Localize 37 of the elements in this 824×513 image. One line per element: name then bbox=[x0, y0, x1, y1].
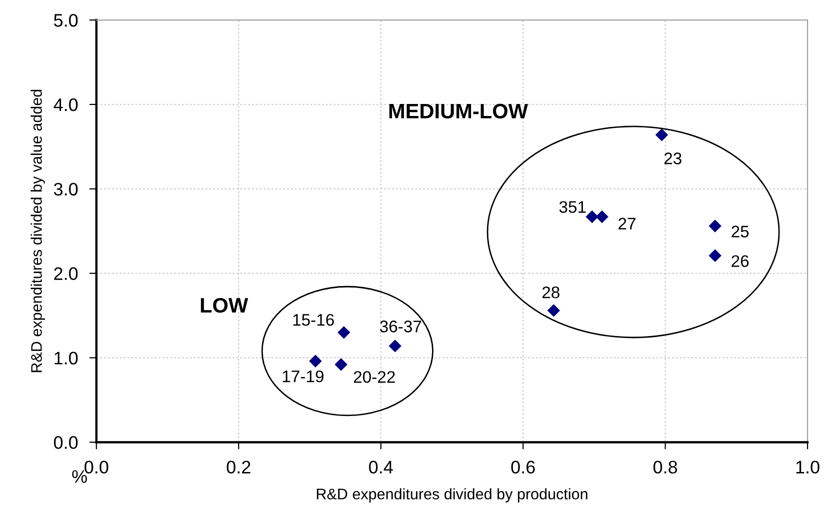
annotation: 351 bbox=[559, 201, 586, 213]
x-tick-label: 0.8 bbox=[653, 460, 678, 474]
y-tick-label: 5.0 bbox=[54, 14, 78, 27]
point bbox=[586, 210, 598, 224]
point bbox=[388, 340, 402, 352]
annotation: 15-16 bbox=[293, 314, 334, 326]
annotation: 20-22 bbox=[354, 371, 395, 383]
y-tick-label: 2.0 bbox=[54, 267, 78, 280]
y-tick-label: 4.0 bbox=[54, 98, 78, 112]
point bbox=[309, 354, 322, 368]
point bbox=[596, 210, 608, 224]
annotation: 25 bbox=[732, 226, 749, 238]
annotation: LOW bbox=[200, 298, 248, 313]
annotation: 26 bbox=[732, 255, 749, 268]
annotation: 27 bbox=[618, 218, 636, 230]
point bbox=[338, 326, 350, 339]
x-tick-label: 1.0 bbox=[796, 460, 820, 474]
y-tick-label: 0.0 bbox=[54, 436, 78, 449]
annotation: 28 bbox=[542, 286, 560, 298]
x-tick-label: 0.4 bbox=[369, 460, 393, 474]
point bbox=[547, 304, 560, 317]
annotation: 17-19 bbox=[282, 370, 324, 382]
x-axis-title: R&D expenditures divided by production bbox=[316, 488, 588, 502]
x-tick-label: 0.6 bbox=[511, 460, 535, 474]
point bbox=[708, 249, 722, 262]
point bbox=[708, 220, 722, 232]
y-tick-label: 1.0 bbox=[54, 352, 78, 364]
x-tick-label: 0.0 bbox=[84, 460, 108, 474]
y-tick-label: 3.0 bbox=[54, 182, 78, 196]
annotation: 23 bbox=[664, 152, 682, 164]
annotation: MEDIUM-LOW bbox=[389, 104, 528, 118]
y-axis-title: R&D expenditures divided by value added bbox=[30, 90, 45, 372]
point bbox=[655, 128, 668, 142]
text: % bbox=[72, 470, 87, 483]
point bbox=[334, 358, 348, 371]
annotation: 36-37 bbox=[380, 320, 422, 332]
x-tick-label: 0.2 bbox=[226, 460, 250, 474]
